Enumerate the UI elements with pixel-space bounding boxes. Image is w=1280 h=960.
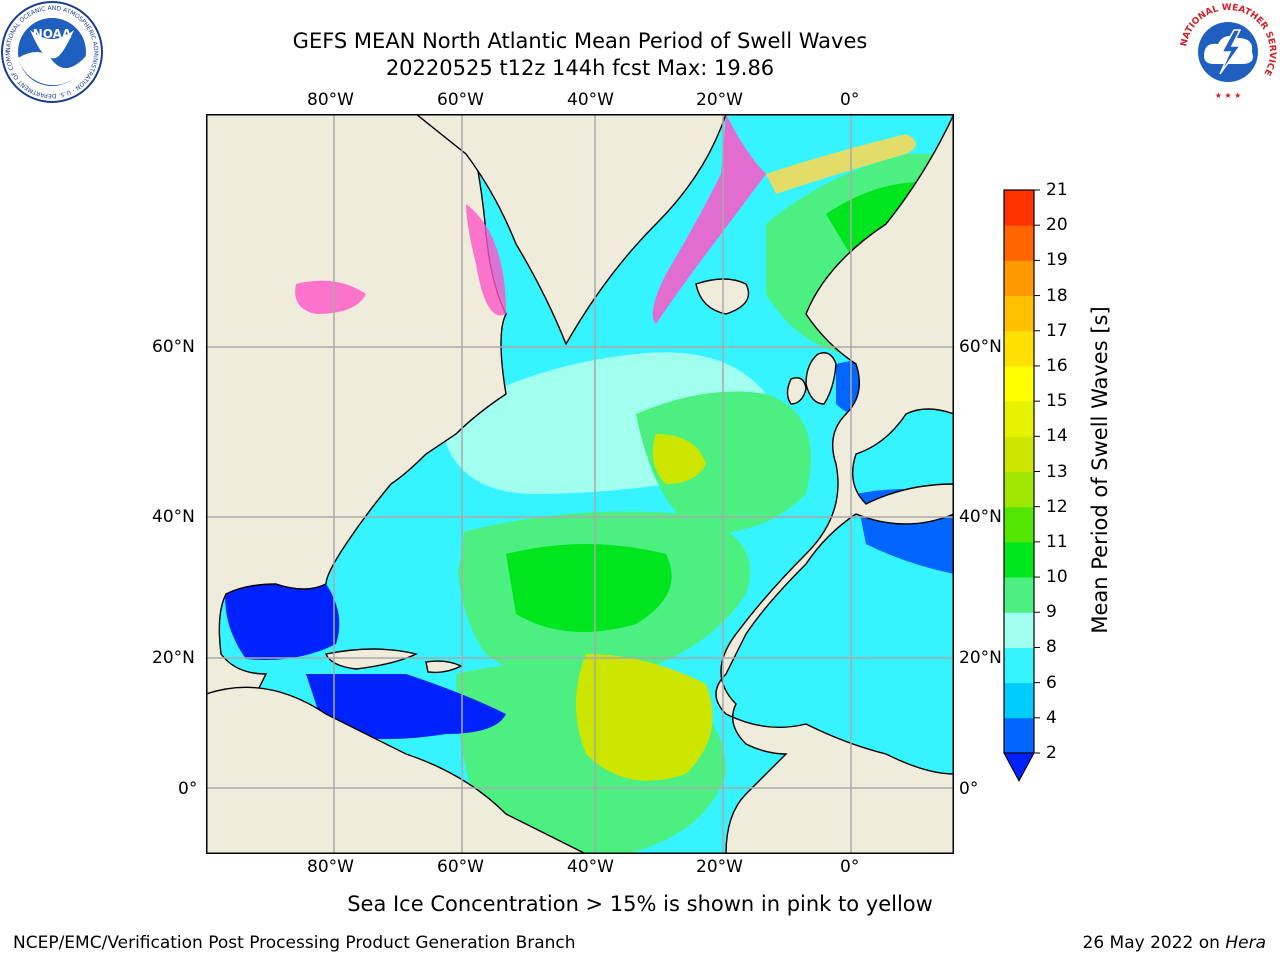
colorbar-segment: [1004, 436, 1034, 472]
colorbar-segment: [1004, 577, 1034, 613]
colorbar-tick-label: 10: [1046, 567, 1068, 588]
colorbar-segment: [1004, 260, 1034, 297]
colorbar-segment: [1004, 295, 1034, 332]
colorbar-tick-label: 9: [1046, 602, 1057, 623]
chart-title: GEFS MEAN North Atlantic Mean Period of …: [292, 29, 868, 53]
colorbar-tick-label: 21: [1046, 180, 1068, 200]
colorbar-extend-arrow: [1003, 752, 1035, 783]
sea-ice-greenland-east: [652, 114, 766, 324]
colorbar-tick-label: 13: [1046, 461, 1068, 482]
footer-date: 26 May 2022 on Hera: [1083, 933, 1267, 953]
footer-producer: NCEP/EMC/Verification Post Processing Pr…: [13, 933, 576, 953]
lon-tick-bottom-0: 0°: [840, 857, 860, 877]
south-america-land: [206, 686, 587, 854]
colorbar-title: Mean Period of Swell Waves [s]: [1088, 306, 1112, 634]
lon-tick-top-40w: 40°W: [567, 90, 614, 110]
sea-ice-baffin: [466, 204, 506, 316]
colorbar-tick-label: 6: [1046, 672, 1057, 693]
swell-period-map: [206, 114, 954, 854]
lat-tick-right-40n: 40°N: [959, 507, 1002, 527]
lon-tick-top-20w: 20°W: [696, 90, 743, 110]
colorbar-segment: [1004, 682, 1034, 719]
colorbar-segment: [1004, 365, 1034, 402]
map-frame: [206, 114, 954, 854]
lon-tick-top-0: 0°: [840, 90, 860, 110]
colorbar: [1003, 189, 1040, 783]
lat-tick-right-60n: 60°N: [959, 337, 1002, 357]
hispaniola-land: [425, 660, 463, 674]
colorbar-tick-label: 15: [1046, 391, 1068, 412]
uk-land: [805, 352, 837, 405]
greenland-land: [414, 114, 727, 346]
colorbar-tick-label: 18: [1046, 285, 1068, 306]
sea-ice-caption: Sea Ice Concentration > 15% is shown in …: [347, 892, 933, 916]
field-yellowgreen-2: [652, 434, 706, 484]
colorbar-tick-label: 8: [1046, 637, 1057, 658]
colorbar-segment: [1004, 541, 1034, 578]
field-blue-gulf: [225, 579, 340, 660]
colorbar-segment: [1004, 647, 1034, 684]
lat-tick-left-40n: 40°N: [152, 507, 195, 527]
sea-ice: [295, 114, 916, 324]
colorbar-tick-label: 16: [1046, 355, 1068, 376]
colorbar-tick-label: 19: [1046, 250, 1068, 271]
field-blue-caribbean: [306, 674, 506, 739]
lat-tick-right-0: 0°: [959, 779, 979, 799]
lon-tick-bottom-20w: 20°W: [696, 857, 743, 877]
lat-tick-left-20n: 20°N: [152, 648, 195, 668]
colorbar-segment: [1004, 330, 1034, 367]
colorbar-segment: [1004, 225, 1034, 261]
colorbar-segment: [1004, 471, 1034, 508]
lat-tick-left-0: 0°: [178, 779, 198, 799]
land: [206, 114, 954, 854]
colorbar-segment: [1004, 717, 1034, 754]
lon-tick-bottom-40w: 40°W: [567, 857, 614, 877]
colorbar-tick-label: 4: [1046, 707, 1057, 728]
colorbar-segment: [1004, 506, 1034, 543]
graticule: [206, 114, 954, 854]
noaa-logo: NATIONAL OCEANIC AND ATMOSPHERIC ADMINIS…: [0, 0, 103, 103]
ireland-land: [786, 377, 807, 405]
colorbar-tick-label: 2: [1046, 743, 1057, 763]
colorbar-tick-label: 20: [1046, 215, 1068, 236]
field-yellowgreen-1: [576, 654, 713, 781]
colorbar-tick-label: 17: [1046, 320, 1068, 341]
colorbar-tick-label: 11: [1046, 531, 1068, 552]
lon-tick-bottom-80w: 80°W: [307, 857, 354, 877]
lon-tick-bottom-60w: 60°W: [437, 857, 484, 877]
noaa-logo-label: NOAA: [33, 27, 72, 41]
footer-host: Hera: [1225, 933, 1266, 953]
svg-text:★ ★ ★: ★ ★ ★: [1215, 91, 1242, 100]
colorbar-segment: [1004, 190, 1034, 226]
lat-tick-right-20n: 20°N: [959, 648, 1002, 668]
footer-date-text: 26 May 2022 on: [1082, 933, 1226, 953]
field-cyan-west: [326, 480, 466, 661]
lon-tick-top-60w: 60°W: [437, 90, 484, 110]
sea-ice-arctic-edge: [766, 134, 916, 194]
lat-tick-left-60n: 60°N: [152, 337, 195, 357]
colorbar-tick-label: 14: [1046, 426, 1068, 447]
field-bright-green-2: [506, 544, 672, 632]
colorbar-segment: [1004, 401, 1034, 437]
lon-tick-top-80w: 80°W: [307, 90, 354, 110]
cuba-land: [325, 648, 419, 670]
nws-logo: NATIONAL WEATHER SERVICE ★ ★ ★: [1178, 2, 1278, 102]
sea-ice-hudson: [295, 280, 366, 314]
colorbar-segment: [1004, 612, 1034, 648]
chart-subtitle: 20220525 t12z 144h fcst Max: 19.86: [385, 56, 775, 80]
colorbar-tick-label: 12: [1046, 496, 1068, 517]
